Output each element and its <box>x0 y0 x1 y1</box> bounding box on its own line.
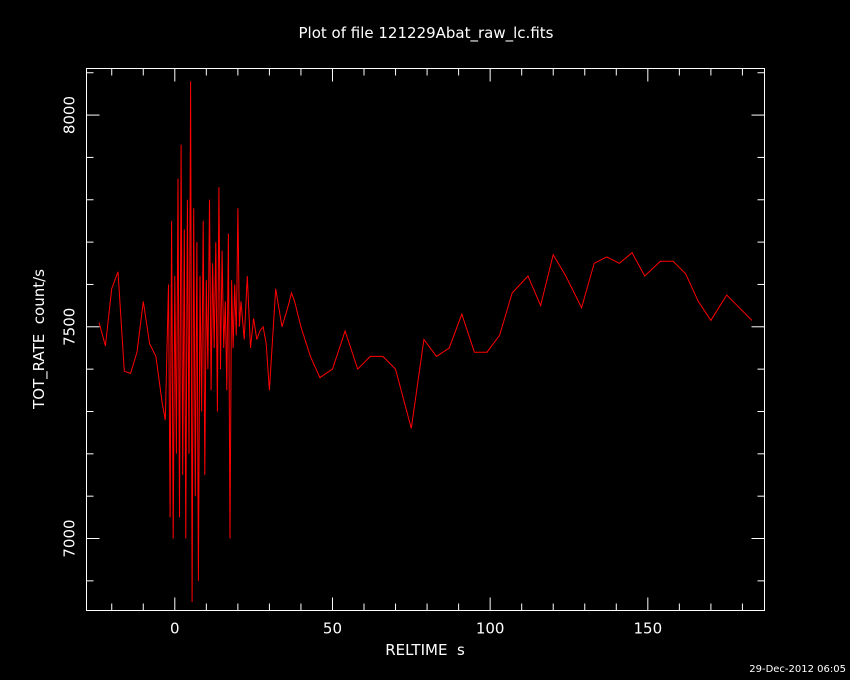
x-axis-label: RELTIME s <box>385 641 465 659</box>
y-tick-label: 8000 <box>61 96 79 134</box>
plot-frame <box>86 68 765 611</box>
axis-ticks <box>86 68 765 611</box>
y-tick-label: 7000 <box>61 519 79 557</box>
timestamp: 29-Dec-2012 06:05 <box>749 664 846 675</box>
y-tick-label: 7500 <box>61 308 79 346</box>
x-tick-label: 150 <box>634 620 663 638</box>
x-tick-label: 50 <box>323 620 342 638</box>
x-tick-label: 100 <box>476 620 505 638</box>
series-line-tot-rate <box>98 81 753 603</box>
chart-title: Plot of file 121229Abat_raw_lc.fits <box>299 24 554 43</box>
y-axis-label: TOT_RATE count/s <box>30 269 49 410</box>
x-tick-label: 0 <box>170 620 180 638</box>
axis-tick-labels: 0 50 100 150 7000 7500 8000 <box>61 96 663 638</box>
